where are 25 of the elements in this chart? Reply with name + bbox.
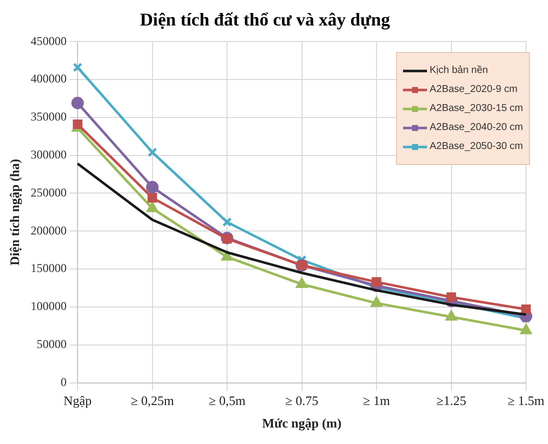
x-tick-label: ≥ 1.5m <box>508 393 544 408</box>
y-axis-title: Diện tích ngập (ha) <box>7 158 22 266</box>
y-tick-label: 400000 <box>30 72 67 86</box>
y-tick-label: 300000 <box>30 147 67 162</box>
y-tick-label: 200000 <box>30 223 67 238</box>
chart-title: Diện tích đất thổ cư và xây dựng <box>140 9 390 30</box>
y-tick-label: 50000 <box>36 337 67 352</box>
legend-label: Kịch bản nền <box>430 65 488 76</box>
x-tick-label: ≥1.25 <box>436 393 466 408</box>
legend-label: A2Base_2050-30 cm <box>430 141 523 152</box>
legend-label: A2Base_2040-20 cm <box>430 122 523 133</box>
legend-label: A2Base_2030-15 cm <box>430 103 523 114</box>
y-tick-label: 350000 <box>30 110 67 124</box>
x-tick-label: ≥ 0,5m <box>208 393 246 408</box>
y-tick-label: 250000 <box>30 185 67 200</box>
x-tick-label: ≥ 1m <box>363 393 390 408</box>
x-tick-label: ≥ 0.75 <box>285 393 318 408</box>
x-tick-label: Ngập <box>64 393 92 408</box>
y-tick-label: 450000 <box>30 34 67 48</box>
y-tick-label: 100000 <box>30 299 67 314</box>
y-tick-label: 150000 <box>30 261 67 276</box>
legend-label: A2Base_2020-9 cm <box>430 84 518 95</box>
x-axis-title: Mức ngập (m) <box>262 416 342 431</box>
x-tick-label: ≥ 0,25m <box>130 393 174 408</box>
y-tick-label: 0 <box>60 374 67 389</box>
